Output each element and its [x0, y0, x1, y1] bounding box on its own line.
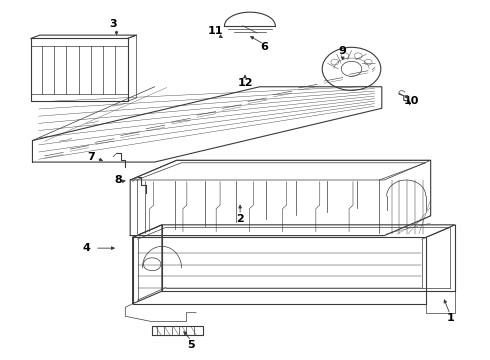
Text: 12: 12	[237, 78, 253, 88]
Text: 6: 6	[261, 42, 269, 52]
Text: 5: 5	[188, 340, 195, 350]
Text: 7: 7	[87, 152, 95, 162]
Text: 10: 10	[403, 96, 419, 106]
Text: 1: 1	[446, 313, 454, 323]
Text: 11: 11	[208, 26, 223, 36]
Text: 3: 3	[109, 19, 117, 29]
Text: 4: 4	[82, 243, 90, 253]
Text: 2: 2	[236, 215, 244, 224]
Text: 8: 8	[114, 175, 122, 185]
Text: 9: 9	[339, 46, 346, 56]
